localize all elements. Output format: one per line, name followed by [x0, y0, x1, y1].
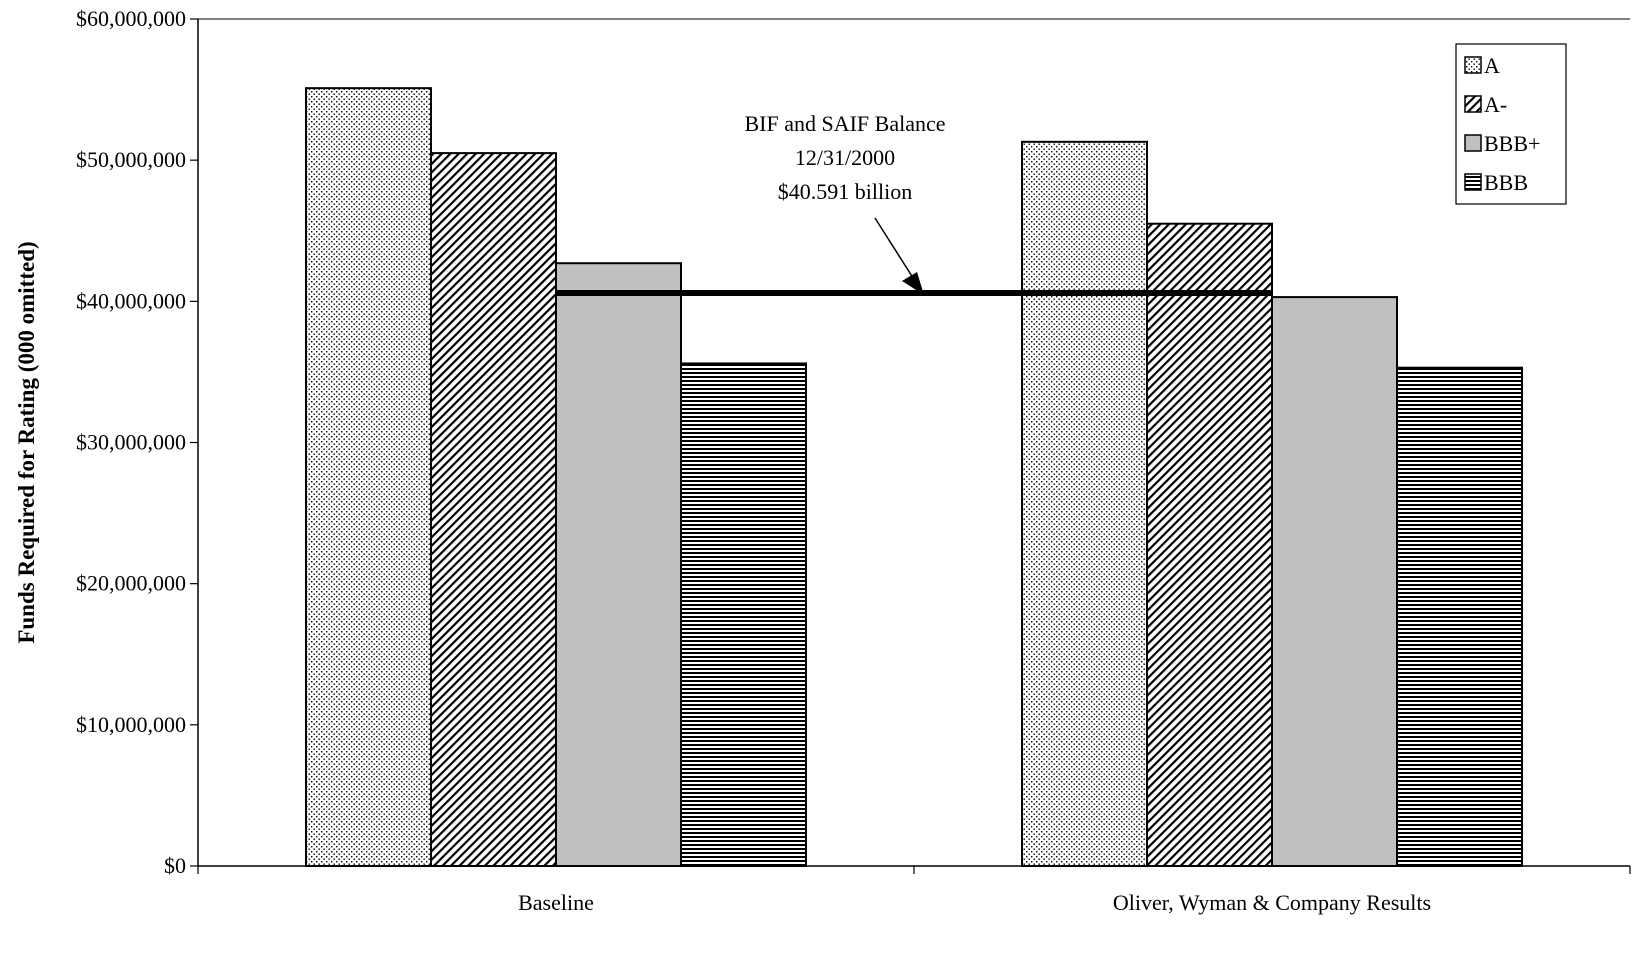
y-tick-label: $20,000,000 [76, 571, 186, 596]
x-category-label: Oliver, Wyman & Company Results [1113, 890, 1431, 915]
bar-a--1 [430, 152, 557, 867]
legend-swatch-a- [1464, 95, 1482, 113]
bar-bbb-2 [1396, 366, 1523, 867]
legend-label: A- [1484, 92, 1507, 117]
legend-swatch-bbb [1464, 173, 1482, 191]
y-tick-label: $40,000,000 [76, 288, 186, 313]
legend-label: A [1484, 53, 1500, 78]
bar-bbb-1 [680, 362, 807, 867]
legend-label: BBB+ [1484, 131, 1540, 156]
x-category-label: Baseline [518, 890, 594, 915]
annotation-arrow-head [902, 272, 924, 295]
annotation-line: 12/31/2000 [795, 145, 895, 170]
y-tick-label: $0 [164, 853, 186, 878]
bar-a-1 [305, 87, 432, 867]
y-tick-label: $10,000,000 [76, 712, 186, 737]
legend-swatch-bbb- [1464, 134, 1482, 152]
bar-a--2 [1146, 222, 1273, 868]
legend-label: BBB [1484, 170, 1528, 195]
y-tick-label: $30,000,000 [76, 430, 186, 455]
y-tick-label: $60,000,000 [76, 6, 186, 31]
legend-swatch-a [1464, 56, 1482, 74]
bar-bbb--1 [555, 262, 682, 867]
y-axis-label: Funds Required for Rating (000 omitted) [14, 241, 39, 643]
bar-a-2 [1021, 140, 1148, 867]
y-tick-label: $50,000,000 [76, 147, 186, 172]
bar-bbb--2 [1271, 296, 1398, 867]
annotation-line: $40.591 billion [778, 179, 912, 204]
annotation-line: BIF and SAIF Balance [744, 111, 945, 136]
annotation-arrow-shaft [874, 217, 916, 282]
